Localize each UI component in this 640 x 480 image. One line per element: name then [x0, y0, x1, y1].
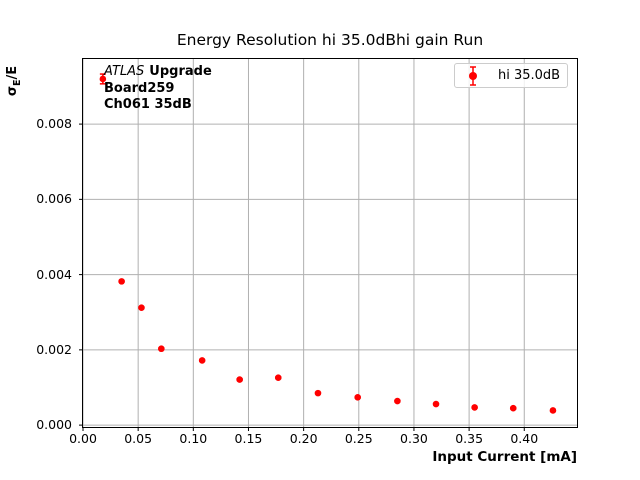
legend-label: hi 35.0dB — [498, 68, 561, 83]
x-tick-label: 0.00 — [69, 431, 97, 446]
data-point — [198, 357, 206, 364]
annotation-line-1: ATLAS Upgrade — [104, 64, 212, 81]
x-tick-label: 0.05 — [124, 431, 153, 446]
annotation-board: Board259 — [104, 80, 175, 96]
data-point — [432, 400, 440, 408]
x-tick-label: 0.30 — [400, 431, 428, 446]
data-point — [158, 345, 165, 353]
y-tick-label: 0.002 — [36, 341, 72, 357]
annotation-experiment: ATLAS — [104, 64, 145, 79]
data-point — [99, 75, 107, 83]
y-tick-label: 0.006 — [36, 191, 72, 207]
x-tick-label: 0.20 — [289, 431, 318, 446]
axes-frame — [82, 58, 578, 428]
y-tick-label: 0.008 — [36, 116, 72, 132]
data-point — [118, 278, 125, 285]
x-tick-label: 0.35 — [455, 431, 484, 446]
data-point — [471, 404, 478, 411]
x-tick-label: 0.25 — [344, 431, 373, 446]
data-point — [354, 393, 361, 401]
legend: hi 35.0dB — [454, 63, 568, 88]
data-point — [314, 389, 322, 397]
y-tick-label: 0.000 — [36, 417, 72, 433]
data-point — [549, 407, 557, 414]
chart-title: Energy Resolution hi 35.0dBhi gain Run — [176, 31, 484, 49]
data-point — [236, 376, 243, 383]
data-point — [394, 397, 401, 405]
data-point — [138, 304, 145, 312]
data-point — [274, 374, 282, 382]
x-tick-label: 0.15 — [234, 431, 263, 446]
data-point — [509, 404, 517, 412]
annotation-program: Upgrade — [149, 64, 212, 79]
annotation-block: ATLAS Upgrade Board259 Ch061 35dB — [104, 64, 212, 114]
x-tick-label: 0.10 — [179, 431, 208, 446]
x-axis-label: Input Current [mA] — [432, 449, 577, 465]
x-tick-label: 0.40 — [510, 431, 539, 446]
errorbar-marker-icon — [469, 65, 477, 86]
y-tick-label: 0.004 — [36, 266, 72, 282]
annotation-channel: Ch061 35dB — [104, 97, 192, 112]
